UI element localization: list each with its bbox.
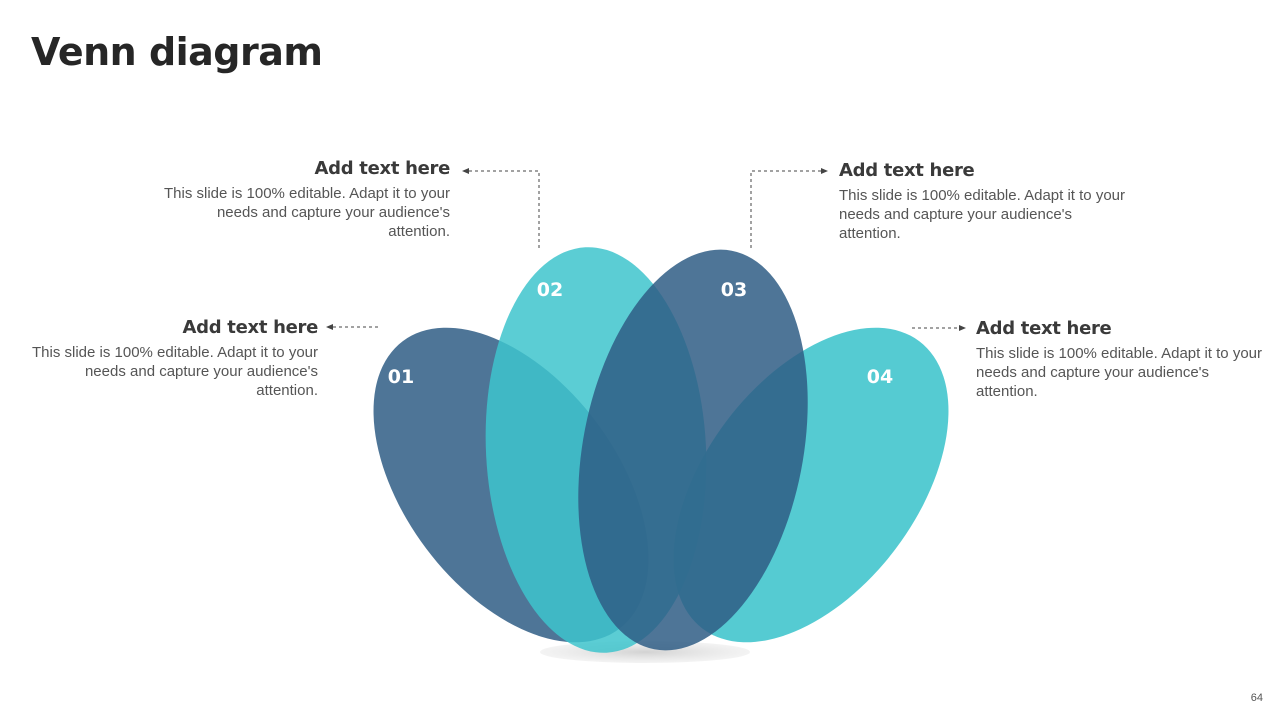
callout-heading: Add text here — [182, 317, 319, 338]
petals — [373, 247, 949, 653]
connector-03 — [750, 170, 824, 248]
page-number: 64 — [1250, 692, 1263, 704]
arrow-03 — [821, 168, 828, 174]
connector-arrows — [326, 168, 966, 331]
arrow-01 — [326, 324, 333, 330]
callout-03: Add text here This slide is 100% editabl… — [839, 160, 1129, 243]
callout-heading: Add text here — [314, 158, 451, 179]
callout-text: This slide is 100% editable. Adapt it to… — [32, 344, 318, 399]
slide-title: Venn diagram — [31, 30, 323, 74]
arrow-04 — [959, 325, 966, 331]
callout-text: This slide is 100% editable. Adapt it to… — [164, 185, 450, 240]
callout-02: Add text here This slide is 100% editabl… — [160, 158, 450, 241]
connector-02 — [466, 170, 540, 248]
callout-text: This slide is 100% editable. Adapt it to… — [839, 187, 1125, 242]
petal-03 — [578, 249, 808, 651]
callout-01: Add text here This slide is 100% editabl… — [28, 317, 318, 400]
callout-heading: Add text here — [976, 318, 1112, 339]
petal-label-01: 01 — [388, 366, 414, 388]
callout-04: Add text here This slide is 100% editabl… — [976, 318, 1266, 401]
petal-label-02: 02 — [537, 279, 563, 301]
callout-heading: Add text here — [839, 160, 975, 181]
petal-label-04: 04 — [867, 366, 893, 388]
arrow-02 — [462, 168, 469, 174]
petal-label-03: 03 — [721, 279, 747, 301]
connector-lines — [330, 170, 962, 329]
callout-text: This slide is 100% editable. Adapt it to… — [976, 345, 1262, 400]
